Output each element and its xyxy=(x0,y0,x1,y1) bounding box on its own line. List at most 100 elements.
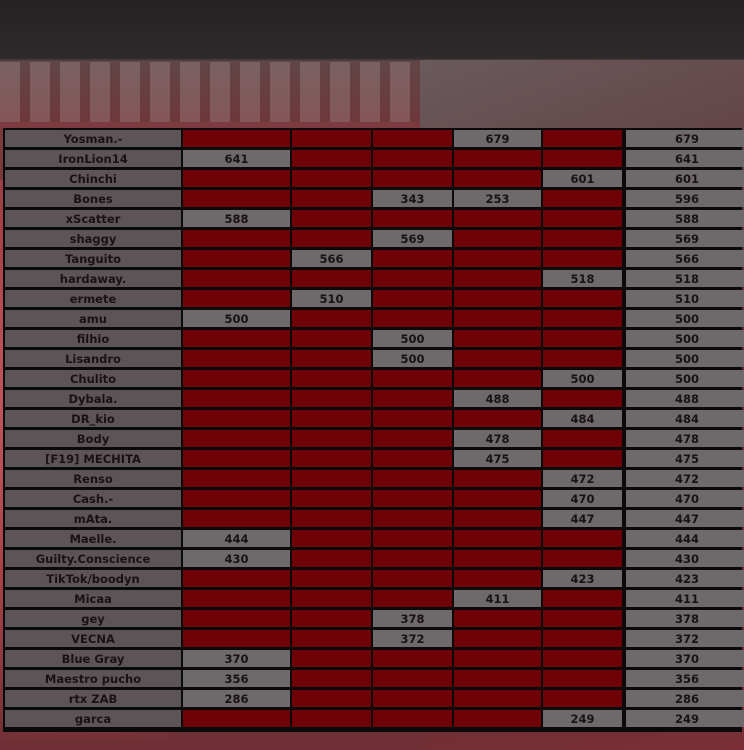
score-cell: 253 xyxy=(454,190,541,207)
score-cell xyxy=(543,390,622,407)
score-cell xyxy=(454,650,541,667)
score-cell xyxy=(183,510,290,527)
score-cell xyxy=(373,310,452,327)
score-cell xyxy=(373,690,452,707)
player-name: Blue Gray xyxy=(5,650,181,667)
player-name: Body xyxy=(5,430,181,447)
player-name: Yosman.- xyxy=(5,130,181,147)
score-cell xyxy=(543,330,622,347)
score-cell xyxy=(183,190,290,207)
score-cell xyxy=(543,210,622,227)
total-score: 286 xyxy=(626,690,744,707)
score-cell xyxy=(454,550,541,567)
total-score: 679 xyxy=(626,130,744,147)
score-cell xyxy=(543,530,622,547)
player-name: Guilty.Conscience xyxy=(5,550,181,567)
player-name: shaggy xyxy=(5,230,181,247)
score-cell xyxy=(543,670,622,687)
score-cell xyxy=(454,410,541,427)
score-cell xyxy=(454,670,541,687)
score-cell xyxy=(183,570,290,587)
score-cell xyxy=(183,610,290,627)
total-score: 518 xyxy=(626,270,744,287)
score-cell: 475 xyxy=(454,450,541,467)
score-cell xyxy=(292,510,371,527)
total-score: 510 xyxy=(626,290,744,307)
score-cell xyxy=(292,130,371,147)
score-cell xyxy=(373,290,452,307)
score-cell xyxy=(292,490,371,507)
score-cell xyxy=(543,250,622,267)
score-cell: 372 xyxy=(373,630,452,647)
score-cell xyxy=(543,590,622,607)
score-cell xyxy=(183,490,290,507)
score-cell xyxy=(292,470,371,487)
score-cell xyxy=(454,170,541,187)
score-cell xyxy=(183,470,290,487)
score-cell xyxy=(183,270,290,287)
score-cell: 500 xyxy=(373,350,452,367)
score-cell xyxy=(183,350,290,367)
score-cell xyxy=(292,610,371,627)
score-cell xyxy=(292,530,371,547)
score-cell xyxy=(292,190,371,207)
score-cell xyxy=(373,550,452,567)
total-score: 444 xyxy=(626,530,744,547)
score-cell xyxy=(183,410,290,427)
total-score: 372 xyxy=(626,630,744,647)
score-cell xyxy=(454,710,541,727)
score-cell: 343 xyxy=(373,190,452,207)
score-cell: 588 xyxy=(183,210,290,227)
score-cell xyxy=(292,310,371,327)
score-cell xyxy=(183,370,290,387)
total-score: 484 xyxy=(626,410,744,427)
score-cell xyxy=(454,370,541,387)
score-cell xyxy=(454,510,541,527)
score-cell xyxy=(454,610,541,627)
total-score: 500 xyxy=(626,350,744,367)
player-name: [F19] MECHITA xyxy=(5,450,181,467)
score-cell xyxy=(373,710,452,727)
total-score: 566 xyxy=(626,250,744,267)
score-cell xyxy=(454,150,541,167)
total-score: 356 xyxy=(626,670,744,687)
total-score: 500 xyxy=(626,330,744,347)
score-cell xyxy=(292,690,371,707)
score-cell xyxy=(543,290,622,307)
score-cell xyxy=(183,710,290,727)
score-cell xyxy=(183,130,290,147)
total-score: 500 xyxy=(626,310,744,327)
score-cell xyxy=(543,650,622,667)
score-cell xyxy=(373,150,452,167)
score-cell xyxy=(373,530,452,547)
player-name: TikTok/boodyn xyxy=(5,570,181,587)
player-name: DR_kio xyxy=(5,410,181,427)
score-cell: 447 xyxy=(543,510,622,527)
score-cell xyxy=(373,510,452,527)
score-cell xyxy=(292,570,371,587)
score-cell xyxy=(183,590,290,607)
total-score: 478 xyxy=(626,430,744,447)
score-cell xyxy=(292,270,371,287)
total-score: 249 xyxy=(626,710,744,727)
score-cell xyxy=(454,210,541,227)
player-name: filhio xyxy=(5,330,181,347)
score-cell: 378 xyxy=(373,610,452,627)
score-cell xyxy=(454,690,541,707)
total-score: 447 xyxy=(626,510,744,527)
player-name: gey xyxy=(5,610,181,627)
score-cell: 423 xyxy=(543,570,622,587)
player-name: Chinchi xyxy=(5,170,181,187)
score-cell: 470 xyxy=(543,490,622,507)
player-name: Tanguito xyxy=(5,250,181,267)
score-cell: 679 xyxy=(454,130,541,147)
total-score: 488 xyxy=(626,390,744,407)
total-score: 470 xyxy=(626,490,744,507)
score-cell: 286 xyxy=(183,690,290,707)
score-cell xyxy=(543,630,622,647)
score-cell: 566 xyxy=(292,250,371,267)
score-cell xyxy=(454,270,541,287)
score-cell xyxy=(373,450,452,467)
player-name: xScatter xyxy=(5,210,181,227)
score-cell: 484 xyxy=(543,410,622,427)
